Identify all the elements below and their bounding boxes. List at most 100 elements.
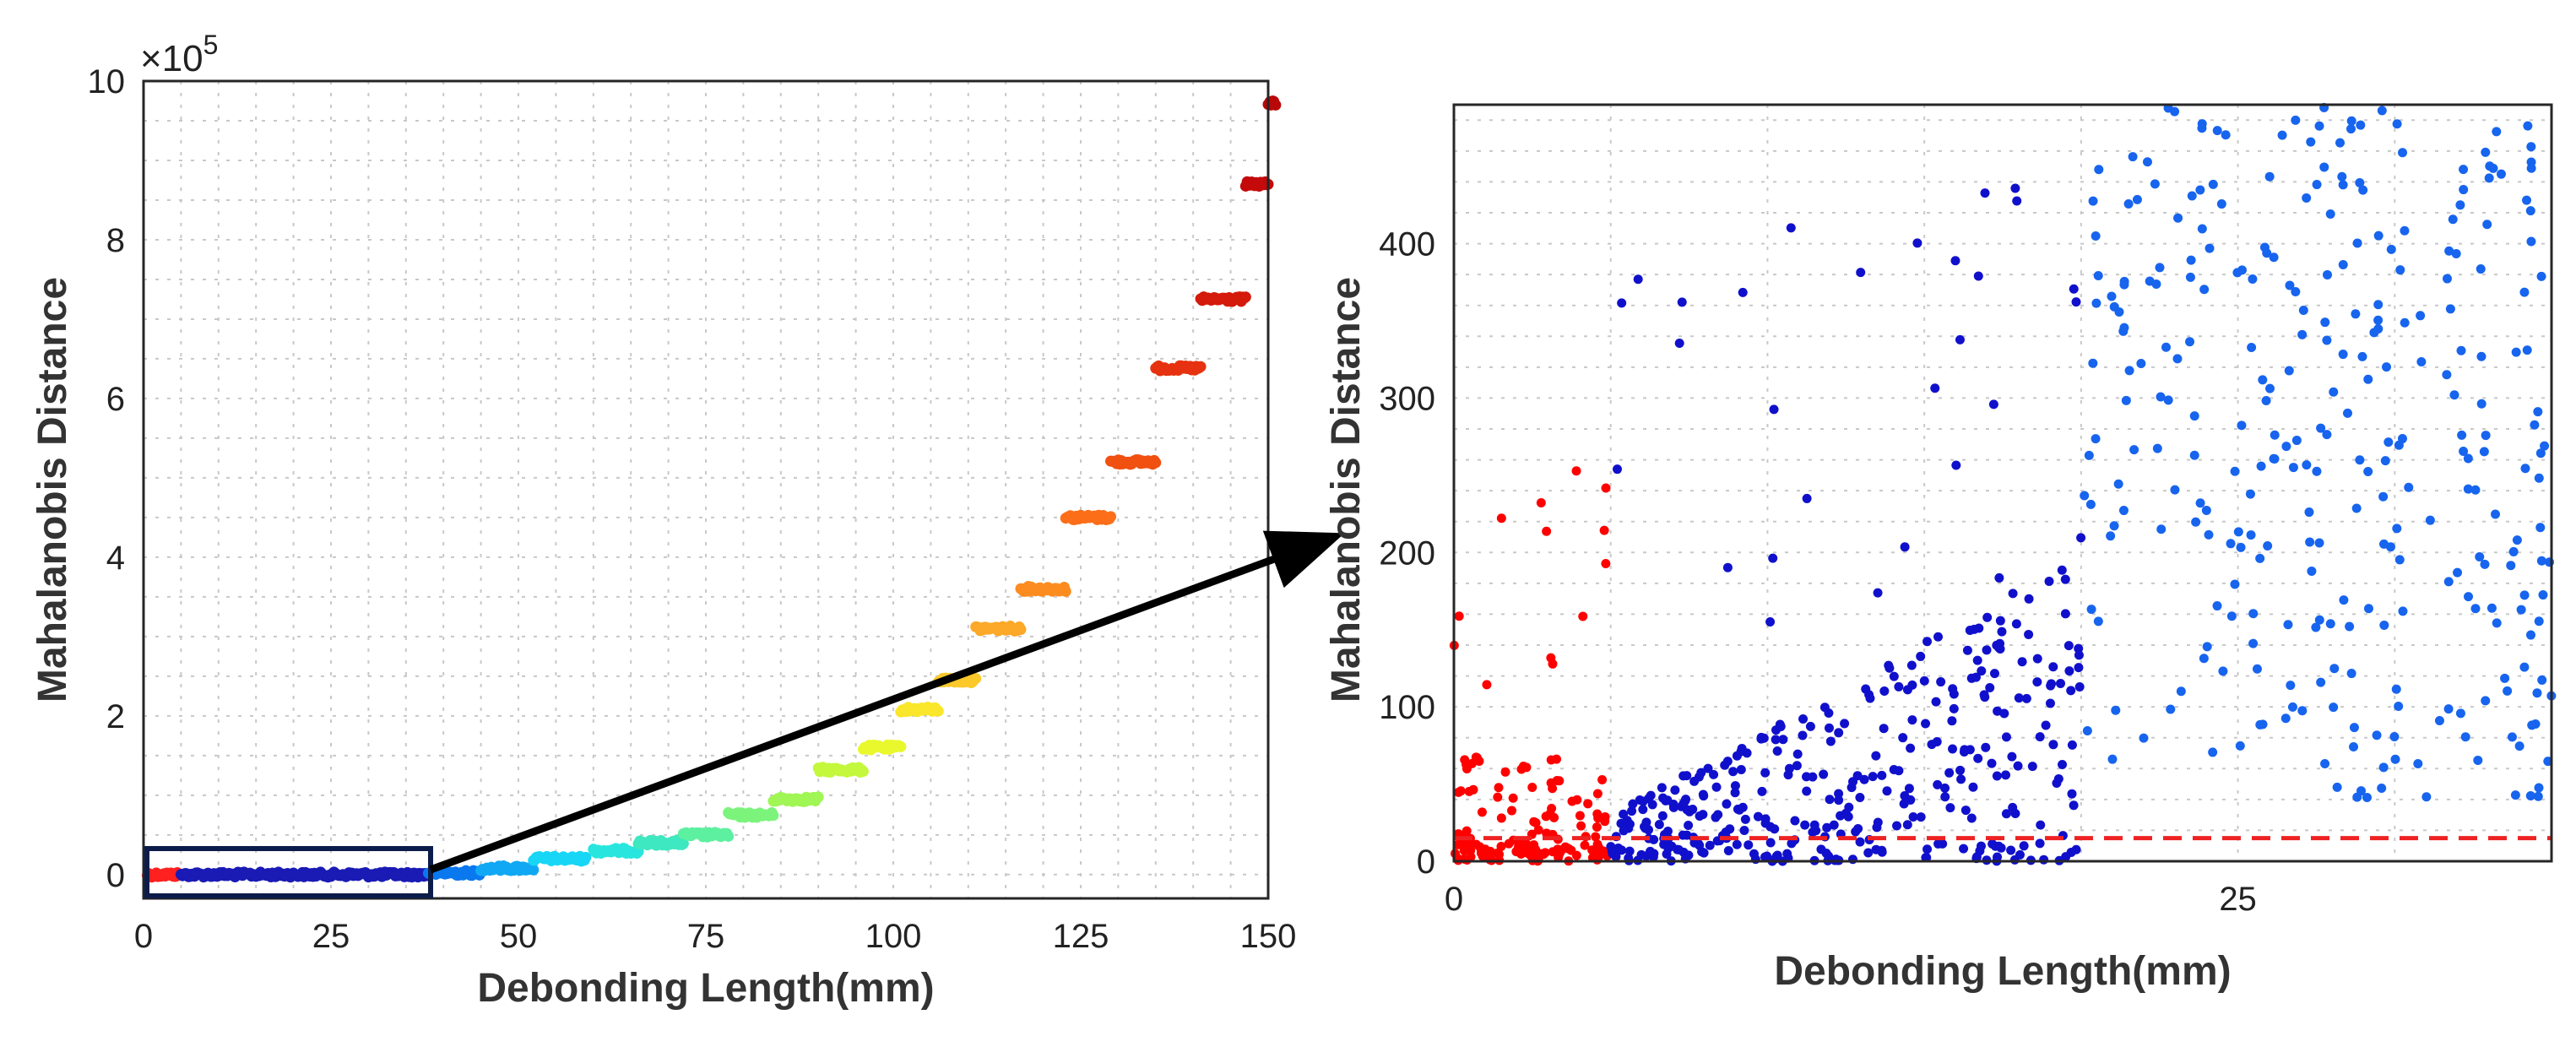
data-point [2197, 224, 2207, 234]
data-point [1906, 743, 1916, 753]
debonding-step-cluster [1015, 581, 1071, 597]
data-point [2352, 238, 2362, 248]
data-point [2084, 450, 2094, 460]
data-point [1968, 782, 1978, 792]
right-grid [1454, 105, 2552, 861]
data-point [1681, 795, 1691, 805]
data-point [1871, 751, 1881, 761]
data-point [2139, 733, 2149, 743]
data-point [2195, 185, 2205, 195]
data-point [1981, 742, 1991, 752]
data-point [2456, 345, 2466, 355]
data-point [2373, 324, 2383, 334]
data-point [2503, 686, 2513, 696]
data-point [2329, 664, 2340, 674]
data-point [2533, 791, 2543, 801]
data-point [2400, 225, 2410, 236]
data-point [1802, 786, 1812, 796]
data-point [1648, 852, 1658, 862]
data-point [1599, 525, 1609, 535]
data-point [2014, 693, 2024, 703]
data-point [1923, 844, 1933, 854]
data-point [1699, 848, 1709, 858]
data-point [1542, 526, 1552, 536]
data-point [1921, 719, 1931, 729]
data-point [2230, 579, 2240, 589]
debonding-step-cluster [528, 850, 592, 867]
data-point [2281, 442, 2291, 452]
data-point [1742, 748, 1752, 758]
left-x-tick-label: 100 [865, 918, 922, 955]
data-point [1962, 645, 1972, 655]
right-x-tick-label: 0 [1445, 881, 1463, 918]
data-point [2316, 423, 2326, 433]
data-point [2285, 280, 2295, 290]
data-point [2074, 643, 2084, 654]
data-point [1932, 737, 1942, 747]
debonding-step-cluster [1060, 509, 1117, 526]
data-point [1987, 758, 1997, 768]
data-point [1907, 680, 1917, 690]
data-point [2277, 130, 2287, 140]
data-point [2380, 456, 2390, 466]
right-y-ticks: 0 100 200 300 400 [1379, 226, 1435, 881]
data-point [1482, 680, 1492, 690]
data-point [2121, 395, 2131, 405]
data-point [2453, 567, 2463, 578]
data-point [1825, 736, 1836, 746]
data-point [2519, 590, 2530, 600]
data-point [2113, 479, 2123, 489]
data-point [1771, 735, 1781, 745]
data-point [2036, 820, 2046, 830]
data-point [2248, 274, 2258, 284]
data-point [1633, 274, 1643, 285]
data-point [1950, 256, 1960, 266]
data-point [2534, 473, 2544, 483]
data-point [1855, 793, 1865, 803]
data-point [2312, 180, 2322, 190]
data-point [1949, 689, 1959, 699]
debonding-step-cluster [857, 739, 907, 756]
data-point [2395, 265, 2405, 275]
data-point [2006, 845, 2016, 855]
data-point [2349, 723, 2359, 733]
data-point [1855, 837, 1865, 847]
data-point [2451, 248, 2461, 258]
data-point [857, 766, 869, 778]
data-point [2235, 740, 2245, 751]
data-point [2532, 688, 2542, 698]
data-point [2516, 605, 2526, 615]
data-point [2322, 430, 2332, 440]
data-point [2470, 604, 2481, 614]
data-point [2496, 169, 2506, 179]
data-point [1840, 719, 1850, 729]
data-point [1768, 553, 1778, 563]
data-point [2449, 390, 2459, 400]
data-point [2076, 533, 2086, 543]
data-point [1916, 651, 1926, 661]
data-point [1548, 847, 1558, 857]
data-point [2535, 523, 2546, 533]
data-point [1493, 792, 1503, 802]
data-point [2455, 708, 2465, 719]
data-point [1624, 846, 1635, 856]
data-point [2425, 515, 2435, 525]
data-point [2166, 704, 2176, 714]
data-point [1945, 803, 1955, 813]
data-point [2248, 609, 2259, 619]
data-point [2500, 673, 2510, 683]
data-point [2492, 127, 2502, 137]
zoom-arrow [429, 530, 1345, 874]
data-point [2320, 317, 2330, 328]
data-point [1461, 759, 1471, 769]
data-point [1730, 781, 1740, 791]
data-point [2067, 740, 2077, 750]
data-point [1696, 768, 1706, 778]
data-point [1677, 297, 1687, 307]
data-point [2024, 629, 2034, 639]
data-point [2339, 595, 2349, 605]
data-point [1808, 772, 1818, 782]
data-point [2088, 358, 2098, 368]
data-point [2355, 177, 2365, 187]
data-point [1150, 457, 1162, 469]
